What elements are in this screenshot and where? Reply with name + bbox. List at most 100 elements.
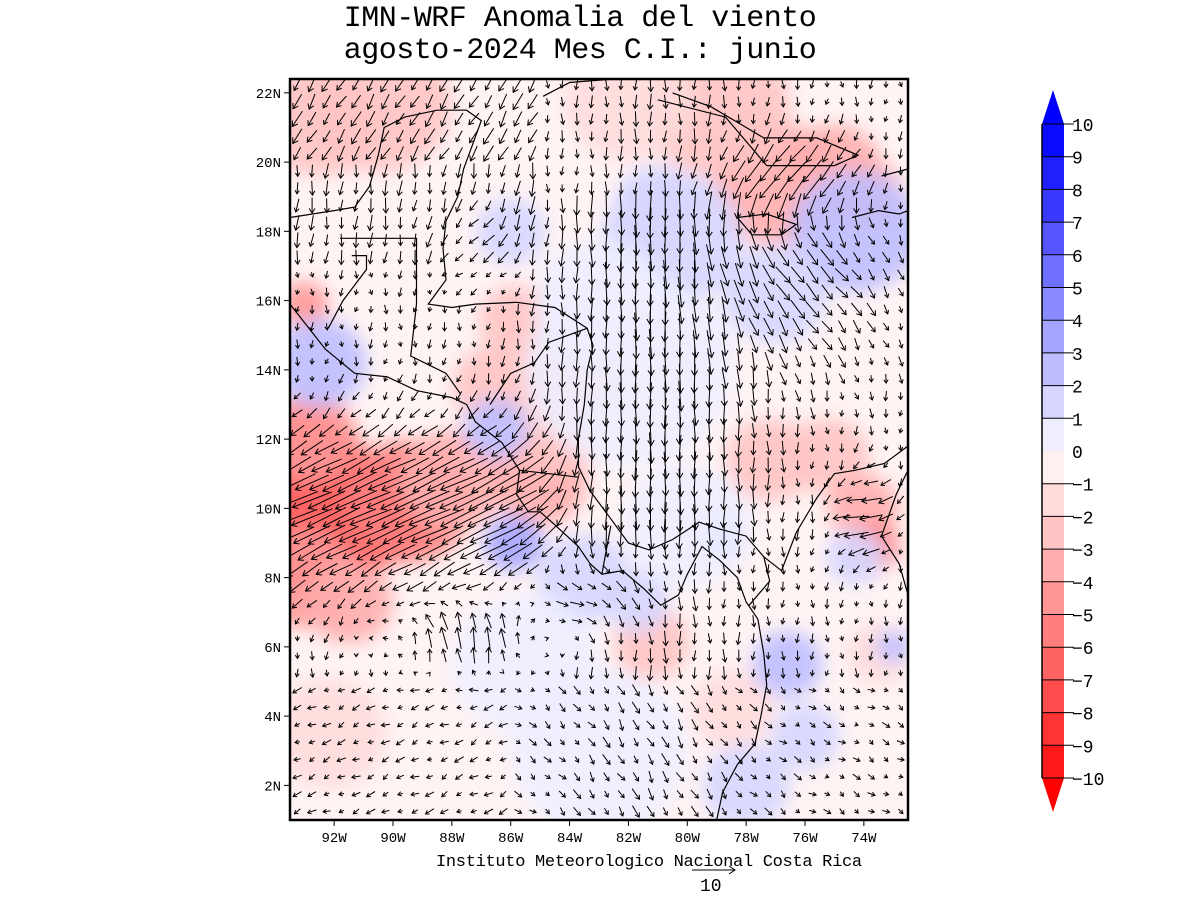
wind-vector-shaft [604,261,608,288]
wind-vector-head [766,432,772,438]
wind-vector-shaft [737,524,741,545]
wind-vector [647,328,655,360]
wind-vector [631,450,639,481]
wind-vector-shaft [794,373,801,384]
wind-vector-head [359,449,367,456]
wind-vector-shaft [781,651,785,660]
wind-vector-shaft [561,266,564,283]
wind-vector [451,583,467,591]
wind-vector-head [367,756,373,762]
wind-vector [883,148,889,160]
wind-vector-head [500,345,506,351]
wind-vector [392,582,408,591]
wind-vector-head [856,274,862,281]
wind-vector-head [616,541,625,548]
wind-vector-head [884,343,890,348]
wind-vector [837,739,847,745]
wind-vector [294,739,300,745]
wind-vector [780,651,786,661]
wind-vector-head [884,791,890,797]
wind-vector-shaft [340,163,343,179]
wind-vector-shaft [442,357,447,365]
wind-vector-head [588,348,596,356]
wind-vector [853,461,860,470]
wind-vector [484,774,492,780]
wind-vector [883,201,889,211]
wind-vector-head [368,326,374,332]
wind-vector-head [810,723,816,728]
wind-vector [647,788,655,801]
wind-vector-shaft [884,201,888,210]
wind-vector-shaft [707,348,712,375]
wind-vector-head [528,208,536,216]
wind-vector [486,306,492,313]
wind-vector-head [380,809,386,814]
wind-vector-head [750,519,758,527]
wind-vector-shaft [604,649,609,662]
wind-vector-head [337,687,343,693]
wind-vector-shaft [486,472,521,493]
wind-vector [537,525,557,544]
wind-vector [735,315,744,339]
wind-vector-head [455,206,461,213]
wind-vector [602,736,611,749]
wind-vector-head [589,154,595,160]
wind-vector-head [692,758,698,764]
wind-vector-shaft [619,382,623,410]
wind-vector-head [411,242,418,248]
wind-vector-shaft [322,722,332,727]
wind-vector [853,791,860,798]
wind-vector-head [719,191,727,199]
wind-vector [618,485,626,515]
wind-vector-head [455,600,461,605]
wind-vector-shaft [426,775,433,779]
wind-vector-head [898,187,904,193]
wind-vector-shaft [811,529,814,540]
wind-vector [897,269,905,281]
wind-vector-shaft [678,380,682,411]
wind-vector [867,774,876,780]
wind-vector-shaft [464,441,484,454]
wind-vector-head [794,552,800,558]
wind-vector-head [677,674,683,680]
wind-vector [303,423,321,438]
wind-vector-head [500,649,506,654]
wind-vector [587,401,595,426]
wind-vector-head [867,171,873,178]
wind-vector-shaft [721,721,727,728]
wind-vector-shaft [395,507,436,527]
wind-vector [501,289,506,295]
wind-vector [323,791,330,797]
wind-vector-shaft [881,549,891,554]
wind-vector-shaft [338,705,345,710]
wind-vector-head [868,672,874,678]
wind-vector-head [708,741,714,746]
wind-vector-shaft [767,547,770,556]
wind-vector-shaft [418,440,441,455]
wind-vector [294,635,300,642]
wind-vector [404,441,425,454]
wind-vector-head [588,365,596,372]
wind-vector-head [306,413,313,419]
wind-vector-shaft [507,438,529,457]
wind-vector [883,791,890,797]
wind-vector [378,581,392,591]
wind-vector-head [322,485,329,493]
wind-vector [587,506,595,529]
wind-vector [868,199,874,213]
wind-vector-head [530,276,536,282]
wind-vector-shaft [859,514,883,520]
wind-vector-head [384,553,392,560]
wind-vector-head [315,569,323,576]
wind-vector-head [307,722,312,728]
wind-vector-head [868,396,874,401]
wind-vector-shaft [707,470,711,495]
wind-vector-head [306,521,314,528]
wind-vector-shaft [322,473,361,492]
wind-vector-shaft [346,441,366,455]
wind-vector-head [661,405,669,412]
wind-vector-head [780,243,788,251]
wind-vector-shaft [292,491,332,508]
wind-vector-head [736,724,742,729]
